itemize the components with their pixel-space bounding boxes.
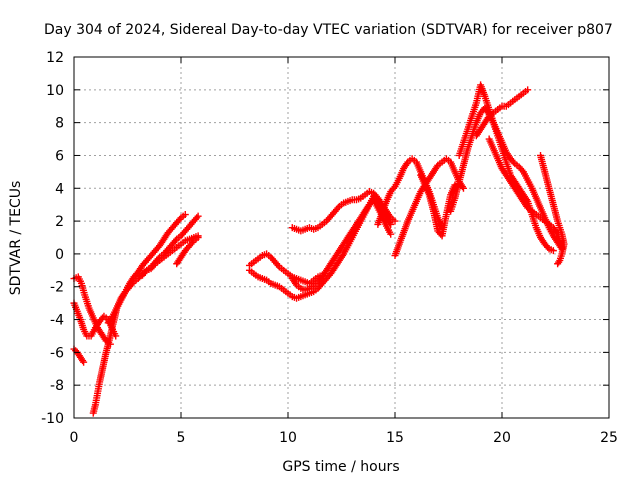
chart-title: Day 304 of 2024, Sidereal Day-to-day VTE… <box>44 22 613 38</box>
axis-ticks <box>73 56 610 419</box>
y-tick-label: -10 <box>41 411 64 427</box>
y-tick-label: -6 <box>50 345 64 361</box>
x-tick-label: 0 <box>70 430 79 446</box>
data-point <box>181 211 189 219</box>
x-tick-label: 5 <box>177 430 186 446</box>
data-point <box>549 247 557 255</box>
y-tick-label: 12 <box>46 50 64 66</box>
y-tick-label: 0 <box>55 247 64 263</box>
data-point <box>391 217 399 225</box>
y-tick-label: -8 <box>50 378 64 394</box>
y-tick-labels: -10 -8 -6 -4 -2 0 2 4 6 8 10 12 <box>41 50 64 427</box>
y-tick-label: 10 <box>46 83 64 99</box>
y-axis-title: SDTVAR / TECUs <box>8 181 24 296</box>
y-tick-label: -2 <box>50 280 64 296</box>
data-point <box>524 86 532 94</box>
data-point <box>554 260 562 268</box>
y-tick-label: -4 <box>50 313 64 329</box>
plot-frame <box>73 56 610 419</box>
x-tick-label: 20 <box>493 430 511 446</box>
y-tick-label: 6 <box>55 148 64 164</box>
x-tick-labels: 0 5 10 15 20 25 <box>70 430 618 446</box>
x-tick-label: 10 <box>279 430 297 446</box>
data-point <box>387 230 395 238</box>
y-tick-label: 8 <box>55 116 64 132</box>
y-tick-label: 2 <box>55 214 64 230</box>
data-point <box>80 358 88 366</box>
x-axis-title: GPS time / hours <box>282 459 399 475</box>
grid <box>74 57 609 418</box>
data-points <box>70 81 568 417</box>
x-tick-label: 25 <box>600 430 618 446</box>
data-point <box>194 212 202 220</box>
x-tick-label: 15 <box>386 430 404 446</box>
y-tick-label: 4 <box>55 181 64 197</box>
data-point <box>459 184 467 192</box>
data-point <box>194 234 202 241</box>
